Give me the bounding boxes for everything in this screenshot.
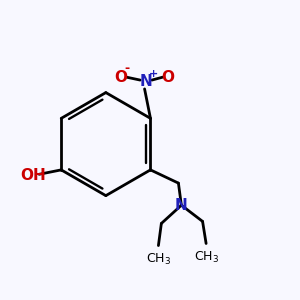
Text: -: -	[124, 62, 130, 75]
Text: OH: OH	[20, 168, 46, 183]
Text: CH$_3$: CH$_3$	[194, 250, 219, 265]
Text: N: N	[140, 74, 152, 89]
Text: N: N	[175, 198, 188, 213]
Text: +: +	[149, 69, 158, 79]
Text: O: O	[162, 70, 175, 85]
Text: O: O	[115, 70, 128, 85]
Text: CH$_3$: CH$_3$	[146, 252, 171, 267]
